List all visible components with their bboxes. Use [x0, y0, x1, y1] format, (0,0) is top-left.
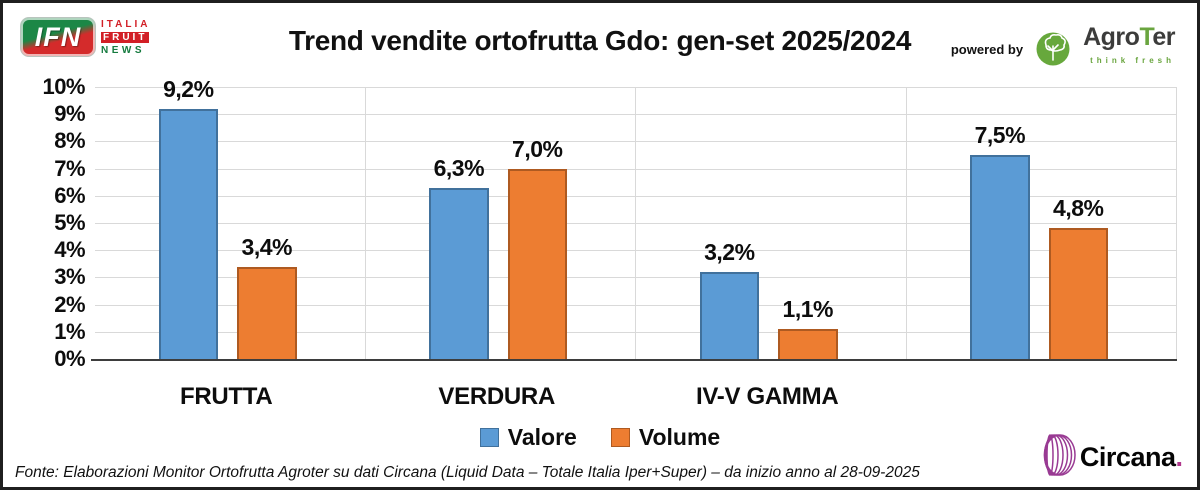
bar-value-label: 9,2% [163, 75, 214, 102]
legend-swatch-volume [610, 428, 630, 447]
bar-value-label: 6,3% [433, 154, 485, 181]
bar-valore-group4 [970, 155, 1030, 359]
bar-volume-frutta [237, 266, 297, 359]
legend-label-valore: Valore [507, 424, 577, 450]
y-axis-tick-label: 5% [54, 210, 85, 235]
gridline-vertical [905, 87, 907, 359]
circana-rings-icon [1036, 432, 1080, 483]
y-axis-tick-label: 9% [54, 101, 85, 127]
y-axis-tick-label: 6% [54, 182, 85, 208]
x-axis-category-label: FRUTTA [179, 383, 273, 410]
gridline-horizontal [95, 168, 1177, 170]
y-axis-tick-label: 3% [54, 264, 85, 290]
gridline-horizontal [95, 195, 1177, 197]
agroter-logo: powered by AgroTer think fresh [951, 25, 1175, 73]
y-axis-tick-label: 0% [54, 346, 85, 371]
bar-volume-verdura [507, 168, 567, 359]
agroter-word-t: T [1139, 23, 1153, 51]
footer-source: Fonte: Elaborazioni Monitor Ortofrutta A… [15, 464, 920, 481]
agroter-tagline: think fresh [1090, 56, 1175, 65]
ifn-logo: IFN ITALIA FRUIT NEWS [21, 18, 150, 56]
ifn-badge-icon: IFN [21, 18, 95, 56]
gridline-horizontal [95, 87, 1177, 88]
gridline-vertical [364, 87, 366, 359]
legend-swatch-valore [479, 428, 499, 447]
gridline-horizontal [95, 114, 1177, 116]
bar-chart: 0% 1% 2% 3% 4% 5% 6% 7% 8% 9% 10% 9,2% 6,3% 3,2% 7,5% 3… [3, 3, 1197, 487]
bar-value-label: 7,5% [974, 122, 1026, 148]
legend-item-volume: Volume [610, 424, 721, 451]
gridline-horizontal [95, 223, 1177, 224]
bar-value-label: 4,8% [1053, 195, 1104, 222]
bar-volume-group4 [1048, 228, 1108, 359]
y-axis-tick-label: 1% [54, 318, 85, 344]
ifn-wordmark: ITALIA FRUIT NEWS [101, 19, 150, 56]
y-axis-tick-label: 8% [54, 128, 85, 154]
bar-valore-verdura [429, 187, 489, 359]
x-axis-category-label: VERDURA [438, 383, 555, 410]
y-axis-tick-label: 2% [54, 291, 85, 317]
gridline-vertical [635, 87, 636, 359]
powered-by-label: powered by [950, 41, 1024, 57]
agroter-word-er: er [1152, 23, 1175, 51]
bar-value-label: 3,4% [241, 233, 293, 260]
chart-legend: Valore Volume [3, 424, 1197, 451]
agroter-tree-icon [1035, 31, 1071, 67]
ifn-initials: IFN [34, 21, 82, 52]
bar-valore-frutta [158, 108, 219, 359]
bar-value-label: 3,2% [704, 238, 755, 265]
bar-volume-iv-v-gamma [778, 329, 838, 359]
gridline-horizontal [95, 331, 1177, 333]
y-axis-tick-label: 7% [54, 155, 85, 181]
ifn-word-fruit: FRUIT [101, 31, 150, 43]
gridline-horizontal [95, 277, 1177, 279]
circana-dot: . [1175, 442, 1183, 472]
gridline-vertical [1176, 87, 1177, 359]
y-axis-tick-label: 4% [54, 237, 85, 263]
bar-valore-iv-v-gamma [699, 271, 760, 359]
bar-value-label: 1,1% [782, 296, 834, 323]
ifn-word-news: NEWS [101, 44, 145, 56]
circana-logo: Circana . [1036, 432, 1183, 483]
circana-name: Circana [1079, 442, 1176, 472]
agroter-word-agro: Agro [1083, 23, 1140, 51]
x-axis-category-label: IV-V GAMMA [696, 383, 839, 410]
bar-value-label: 7,0% [512, 135, 563, 162]
x-axis-line [91, 359, 1177, 361]
gridline-horizontal [95, 141, 1177, 143]
page-title: Trend vendite ortofrutta Gdo: gen-set 20… [288, 25, 912, 56]
gridline-horizontal [95, 250, 1177, 252]
legend-label-volume: Volume [638, 424, 721, 450]
gridline-horizontal [95, 304, 1177, 306]
legend-item-valore: Valore [479, 424, 577, 451]
ifn-word-italia: ITALIA [101, 18, 151, 30]
y-axis-tick-label: 10% [42, 74, 85, 99]
agroter-wordmark: AgroTer think fresh [1083, 25, 1175, 73]
